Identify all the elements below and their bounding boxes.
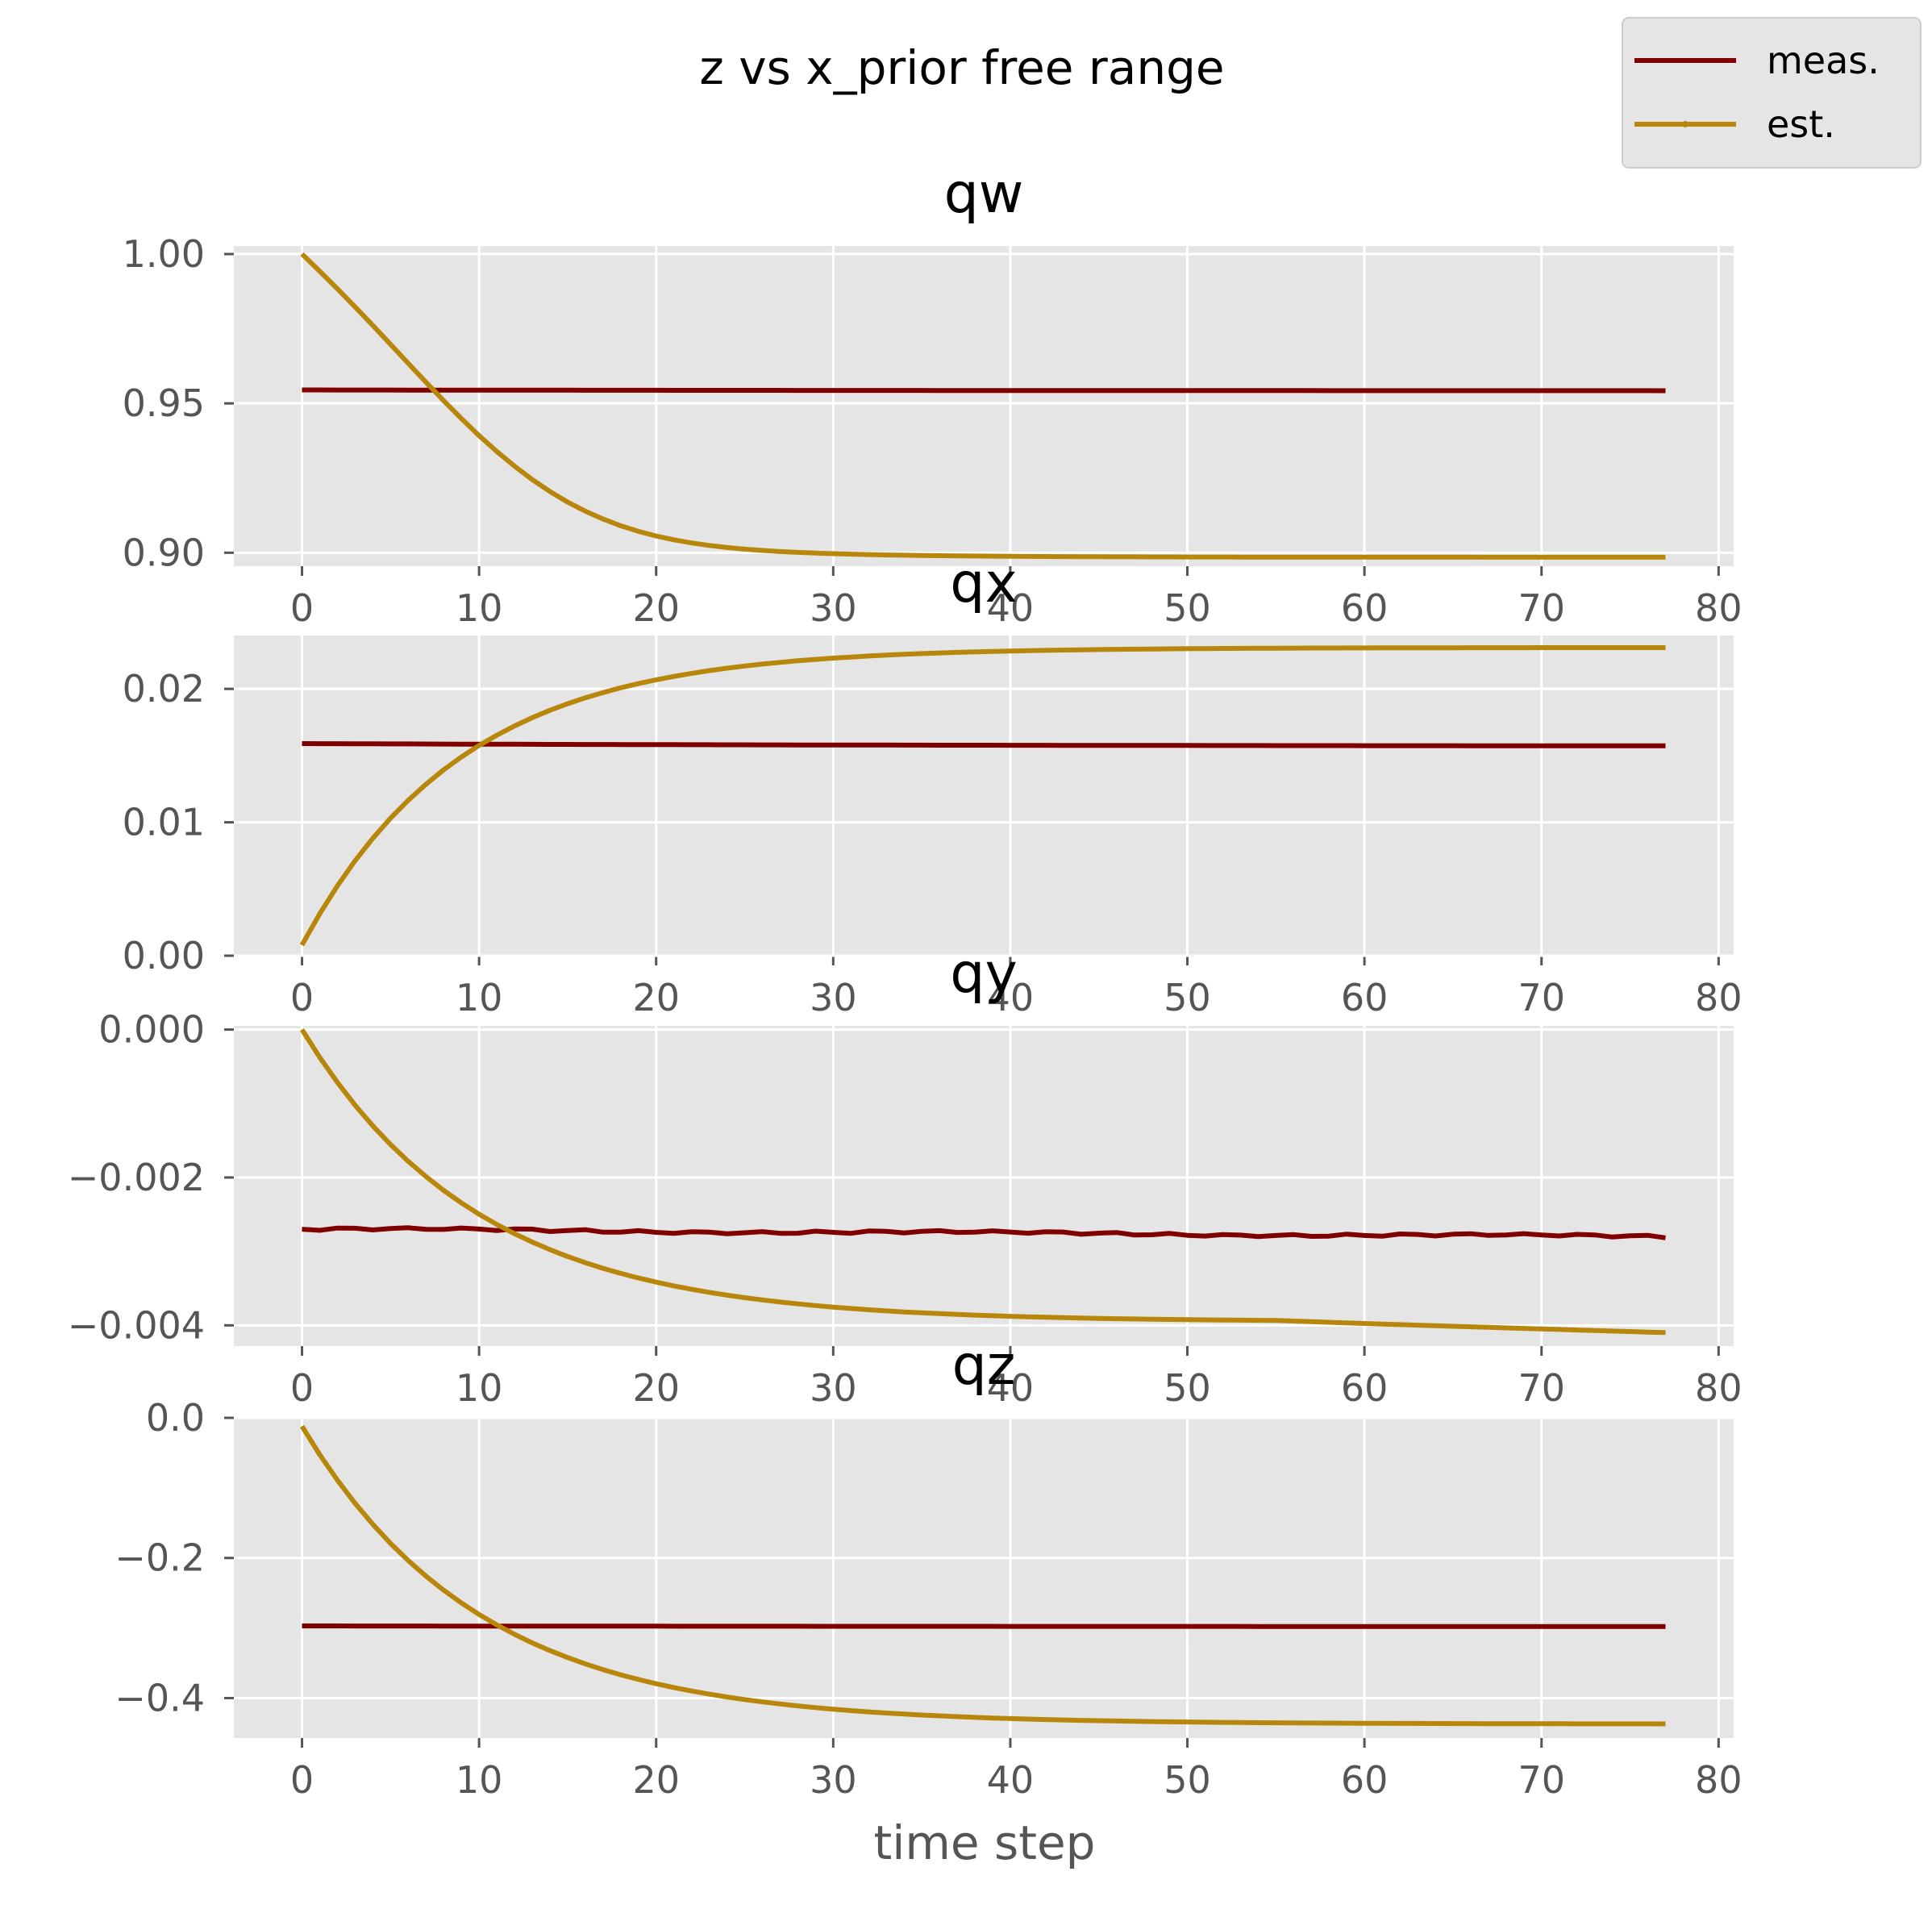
y-tick-label: −0.002: [68, 1156, 205, 1199]
y-tick-label: 0.02: [123, 667, 205, 711]
subplot-qy: 0 10 20 30 40 50 60 70 80 −0.004 −0.002 0.000 qy: [68, 942, 1743, 1410]
subplot-qz: 0 10 20 30 40 50 60 70 80 −0.4 −0.2 0.0 qz: [115, 1334, 1742, 1802]
x-tick-label: 10: [456, 586, 503, 630]
x-tick-label: 0: [290, 586, 314, 630]
subplot-title: qx: [950, 552, 1017, 615]
series-line-est: [299, 645, 1666, 947]
x-tick-label: 0: [290, 1758, 314, 1802]
x-tick-label: 50: [1164, 586, 1211, 630]
x-tick-label: 80: [1695, 1758, 1743, 1802]
x-tick-label: 30: [810, 586, 857, 630]
x-tick-label: 30: [810, 976, 857, 1019]
x-tick-label: 20: [632, 976, 680, 1019]
x-tick-label: 10: [456, 976, 503, 1019]
x-tick-label: 0: [290, 976, 314, 1019]
x-tick-label: 80: [1695, 976, 1743, 1019]
legend: meas. est.: [1622, 17, 1922, 169]
x-tick-label: 80: [1695, 586, 1743, 630]
x-tick-label: 20: [632, 586, 680, 630]
legend-box: [1622, 17, 1922, 169]
x-tick-label: 20: [632, 1758, 680, 1802]
x-tick-label: 70: [1518, 976, 1565, 1019]
x-tick-label: 50: [1164, 1366, 1211, 1410]
plot-area: [234, 1418, 1734, 1738]
x-tick-label: 70: [1518, 586, 1565, 630]
series-line-est: [300, 252, 1666, 560]
y-tick-label: 0.90: [123, 531, 205, 574]
series-line-meas: [302, 1225, 1666, 1240]
y-tick-label: 1.00: [123, 232, 205, 276]
legend-label-meas: meas.: [1767, 39, 1880, 82]
plot-area: [234, 1026, 1734, 1346]
x-tick-label: 20: [632, 1366, 680, 1410]
x-tick-label: 60: [1341, 976, 1389, 1019]
x-tick-label: 50: [1164, 976, 1211, 1019]
y-tick-label: 0.00: [123, 934, 205, 977]
legend-marker-est: [1682, 121, 1688, 127]
figure-title: z vs x_prior free range: [699, 40, 1224, 95]
x-tick-label: 30: [810, 1366, 857, 1410]
subplot-qw: 0 10 20 30 40 50 60 70 80 0.90 0.95 1.00 qw: [123, 162, 1743, 630]
x-tick-label: 10: [456, 1366, 503, 1410]
y-tick-label: 0.95: [123, 381, 205, 425]
series-line-est: [299, 1027, 1666, 1336]
series-line-meas: [302, 1623, 1666, 1629]
y-tick-label: 0.01: [123, 801, 205, 844]
x-tick-label: 60: [1341, 586, 1389, 630]
x-tick-label: 70: [1518, 1758, 1565, 1802]
x-tick-label: 0: [290, 1366, 314, 1410]
plot-area: [234, 636, 1734, 956]
x-tick-label: 40: [987, 1758, 1035, 1802]
x-tick-label: 30: [810, 1758, 857, 1802]
x-tick-label: 40: [987, 586, 1035, 630]
subplot-title: qz: [952, 1334, 1016, 1398]
subplot-qx: 0 10 20 30 40 50 60 70 80 0.00 0.01 0.02 qx: [123, 552, 1743, 1019]
x-tick-label: 10: [456, 1758, 503, 1802]
x-tick-label: 60: [1341, 1758, 1389, 1802]
series-line-meas: [302, 741, 1666, 748]
subplot-title: qy: [950, 942, 1017, 1006]
x-axis-label: time step: [874, 1815, 1096, 1870]
series-line-meas: [302, 387, 1666, 394]
subplot-title: qw: [944, 162, 1024, 226]
legend-label-est: est.: [1767, 102, 1835, 146]
subplot-panels: 0 10 20 30 40 50 60 70 80 0.90 0.95 1.00 qw 0 10 20 30 40…: [68, 162, 1743, 1802]
x-tick-label: 80: [1695, 1366, 1743, 1410]
y-tick-label: −0.4: [115, 1676, 205, 1719]
plot-area: [234, 246, 1734, 566]
y-tick-label: −0.2: [115, 1536, 205, 1580]
y-tick-label: 0.000: [98, 1008, 205, 1052]
x-tick-label: 70: [1518, 1366, 1565, 1410]
series-line-est: [299, 1424, 1666, 1727]
y-tick-label: 0.0: [146, 1396, 205, 1440]
x-tick-label: 40: [987, 976, 1035, 1019]
y-tick-label: −0.004: [68, 1303, 205, 1347]
x-tick-label: 40: [987, 1366, 1035, 1410]
x-tick-label: 60: [1341, 1366, 1389, 1410]
x-tick-label: 50: [1164, 1758, 1211, 1802]
